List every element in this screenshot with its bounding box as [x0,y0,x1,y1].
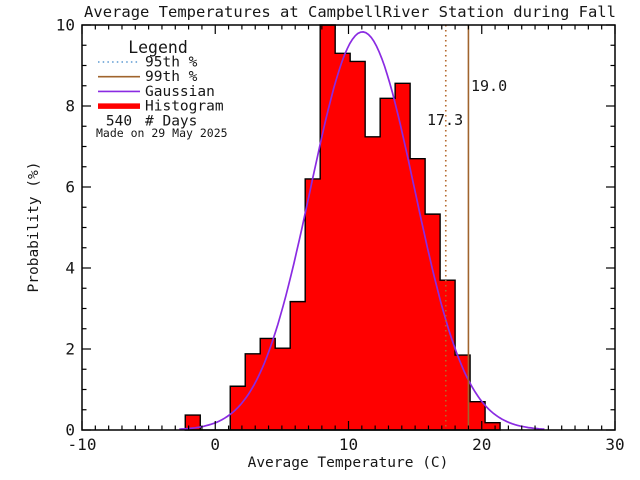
y-tick-label: 10 [56,16,75,35]
y-axis-label: Probability (%) [26,162,42,293]
y-tick-label: 0 [65,421,75,440]
histogram-bars-layer [184,24,501,431]
legend-gaussian-label: Gaussian [145,84,215,100]
gaussian-curve [179,31,545,431]
legend-histogram-label: Histogram [145,99,224,115]
x-tick-label: 0 [210,435,220,454]
watermark: Made on 29 May 2025 [96,126,228,140]
y-tick-label: 6 [65,178,75,197]
legend-99th-label: 99th % [145,69,198,85]
x-tick-label: 20 [472,435,491,454]
y-tick-label: 8 [65,97,75,116]
legend-days-label: # Days [145,113,197,129]
histogram-outline [184,24,501,431]
gaussian-curve-layer [179,31,545,431]
x-axis-label: Average Temperature (C) [248,455,449,471]
percentile-lines-layer [444,25,470,430]
percentile-95-value-label: 17.3 [427,111,463,129]
legend: Legend 95th % 99th % Gaussian Histogram … [96,38,228,140]
legend-days-value: 540 [106,113,132,129]
chart-title: Average Temperatures at CampbellRiver St… [84,3,616,21]
legend-header: Legend [128,38,188,57]
x-tick-label: 30 [605,435,624,454]
x-tick-label: -10 [68,435,97,454]
x-tick-label: 10 [339,435,358,454]
y-tick-label: 4 [65,259,75,278]
legend-95th-label: 95th % [145,55,198,71]
y-tick-label: 2 [65,340,75,359]
percentile-99-value-label: 19.0 [471,77,507,95]
axes-layer [81,24,616,431]
